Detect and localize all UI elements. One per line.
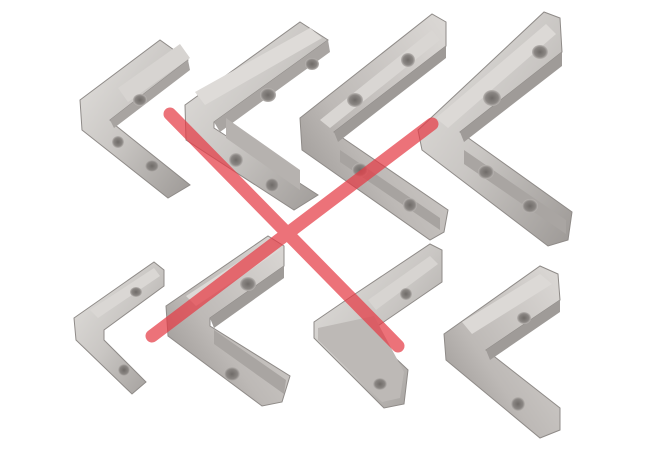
screw-hole — [305, 58, 319, 70]
screw-hole — [400, 288, 412, 300]
screw-hole — [229, 153, 243, 167]
screw-hole — [483, 90, 501, 106]
bracket-bottom-4 — [443, 265, 561, 439]
screw-hole — [522, 199, 538, 213]
screw-hole — [145, 160, 159, 172]
screw-hole — [130, 287, 142, 297]
screw-hole — [260, 88, 276, 102]
bracket-top-4 — [417, 11, 573, 247]
bracket-top-1 — [79, 39, 191, 199]
screw-hole — [112, 136, 124, 148]
screw-hole — [224, 367, 240, 381]
screw-hole — [517, 312, 531, 324]
screw-hole — [240, 277, 256, 291]
screw-hole — [478, 165, 494, 179]
screw-hole — [118, 364, 130, 376]
bracket-bottom-1 — [73, 261, 165, 395]
screw-hole — [133, 94, 147, 106]
screw-hole — [401, 53, 415, 67]
cross-overlay — [145, 107, 439, 353]
cross-stroke-2 — [145, 117, 439, 343]
screw-hole — [532, 45, 548, 59]
screw-hole — [403, 198, 417, 212]
screw-hole — [511, 397, 525, 411]
screw-hole — [373, 378, 387, 390]
screw-hole — [347, 93, 363, 107]
screw-hole — [265, 178, 279, 192]
